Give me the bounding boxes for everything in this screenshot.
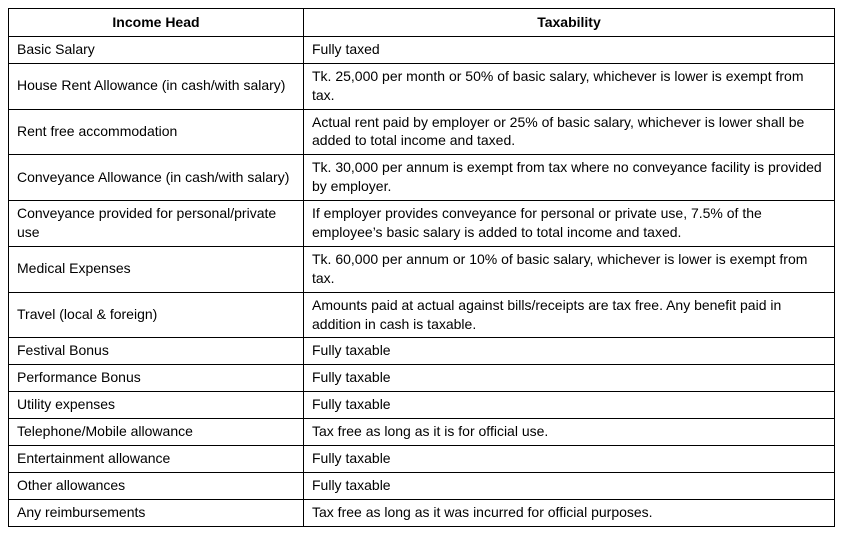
table-row: Basic Salary Fully taxed	[9, 36, 835, 63]
cell-income-head: Medical Expenses	[9, 246, 304, 292]
cell-taxability: Tk. 25,000 per month or 50% of basic sal…	[304, 63, 835, 109]
cell-income-head: Performance Bonus	[9, 365, 304, 392]
cell-taxability: Fully taxable	[304, 472, 835, 499]
table-header-row: Income Head Taxability	[9, 9, 835, 37]
cell-taxability: Fully taxable	[304, 365, 835, 392]
table-row: Telephone/Mobile allowance Tax free as l…	[9, 419, 835, 446]
cell-income-head: Conveyance provided for personal/private…	[9, 201, 304, 247]
cell-income-head: Conveyance Allowance (in cash/with salar…	[9, 155, 304, 201]
cell-taxability: Tk. 30,000 per annum is exempt from tax …	[304, 155, 835, 201]
cell-income-head: Telephone/Mobile allowance	[9, 419, 304, 446]
cell-taxability: Fully taxable	[304, 446, 835, 473]
cell-taxability: Actual rent paid by employer or 25% of b…	[304, 109, 835, 155]
table-row: Travel (local & foreign) Amounts paid at…	[9, 292, 835, 338]
cell-income-head: Festival Bonus	[9, 338, 304, 365]
cell-taxability: Fully taxed	[304, 36, 835, 63]
cell-taxability: Fully taxable	[304, 338, 835, 365]
cell-income-head: Travel (local & foreign)	[9, 292, 304, 338]
cell-income-head: Other allowances	[9, 472, 304, 499]
table-row: Entertainment allowance Fully taxable	[9, 446, 835, 473]
cell-income-head: House Rent Allowance (in cash/with salar…	[9, 63, 304, 109]
cell-income-head: Basic Salary	[9, 36, 304, 63]
table-row: Performance Bonus Fully taxable	[9, 365, 835, 392]
cell-taxability: Fully taxable	[304, 392, 835, 419]
taxability-table: Income Head Taxability Basic Salary Full…	[8, 8, 835, 527]
cell-taxability: Tax free as long as it was incurred for …	[304, 499, 835, 526]
table-header: Income Head Taxability	[9, 9, 835, 37]
page-container: Income Head Taxability Basic Salary Full…	[0, 0, 842, 535]
table-body: Basic Salary Fully taxed House Rent Allo…	[9, 36, 835, 526]
cell-income-head: Rent free accommodation	[9, 109, 304, 155]
cell-taxability: Tk. 60,000 per annum or 10% of basic sal…	[304, 246, 835, 292]
cell-income-head: Any reimbursements	[9, 499, 304, 526]
table-row: Any reimbursements Tax free as long as i…	[9, 499, 835, 526]
table-row: Medical Expenses Tk. 60,000 per annum or…	[9, 246, 835, 292]
cell-income-head: Entertainment allowance	[9, 446, 304, 473]
table-row: Rent free accommodation Actual rent paid…	[9, 109, 835, 155]
table-row: Conveyance provided for personal/private…	[9, 201, 835, 247]
table-row: House Rent Allowance (in cash/with salar…	[9, 63, 835, 109]
cell-taxability: Amounts paid at actual against bills/rec…	[304, 292, 835, 338]
cell-taxability: If employer provides conveyance for pers…	[304, 201, 835, 247]
col-header-income-head: Income Head	[9, 9, 304, 37]
table-row: Utility expenses Fully taxable	[9, 392, 835, 419]
col-header-taxability: Taxability	[304, 9, 835, 37]
table-row: Festival Bonus Fully taxable	[9, 338, 835, 365]
cell-income-head: Utility expenses	[9, 392, 304, 419]
table-row: Other allowances Fully taxable	[9, 472, 835, 499]
cell-taxability: Tax free as long as it is for official u…	[304, 419, 835, 446]
table-row: Conveyance Allowance (in cash/with salar…	[9, 155, 835, 201]
